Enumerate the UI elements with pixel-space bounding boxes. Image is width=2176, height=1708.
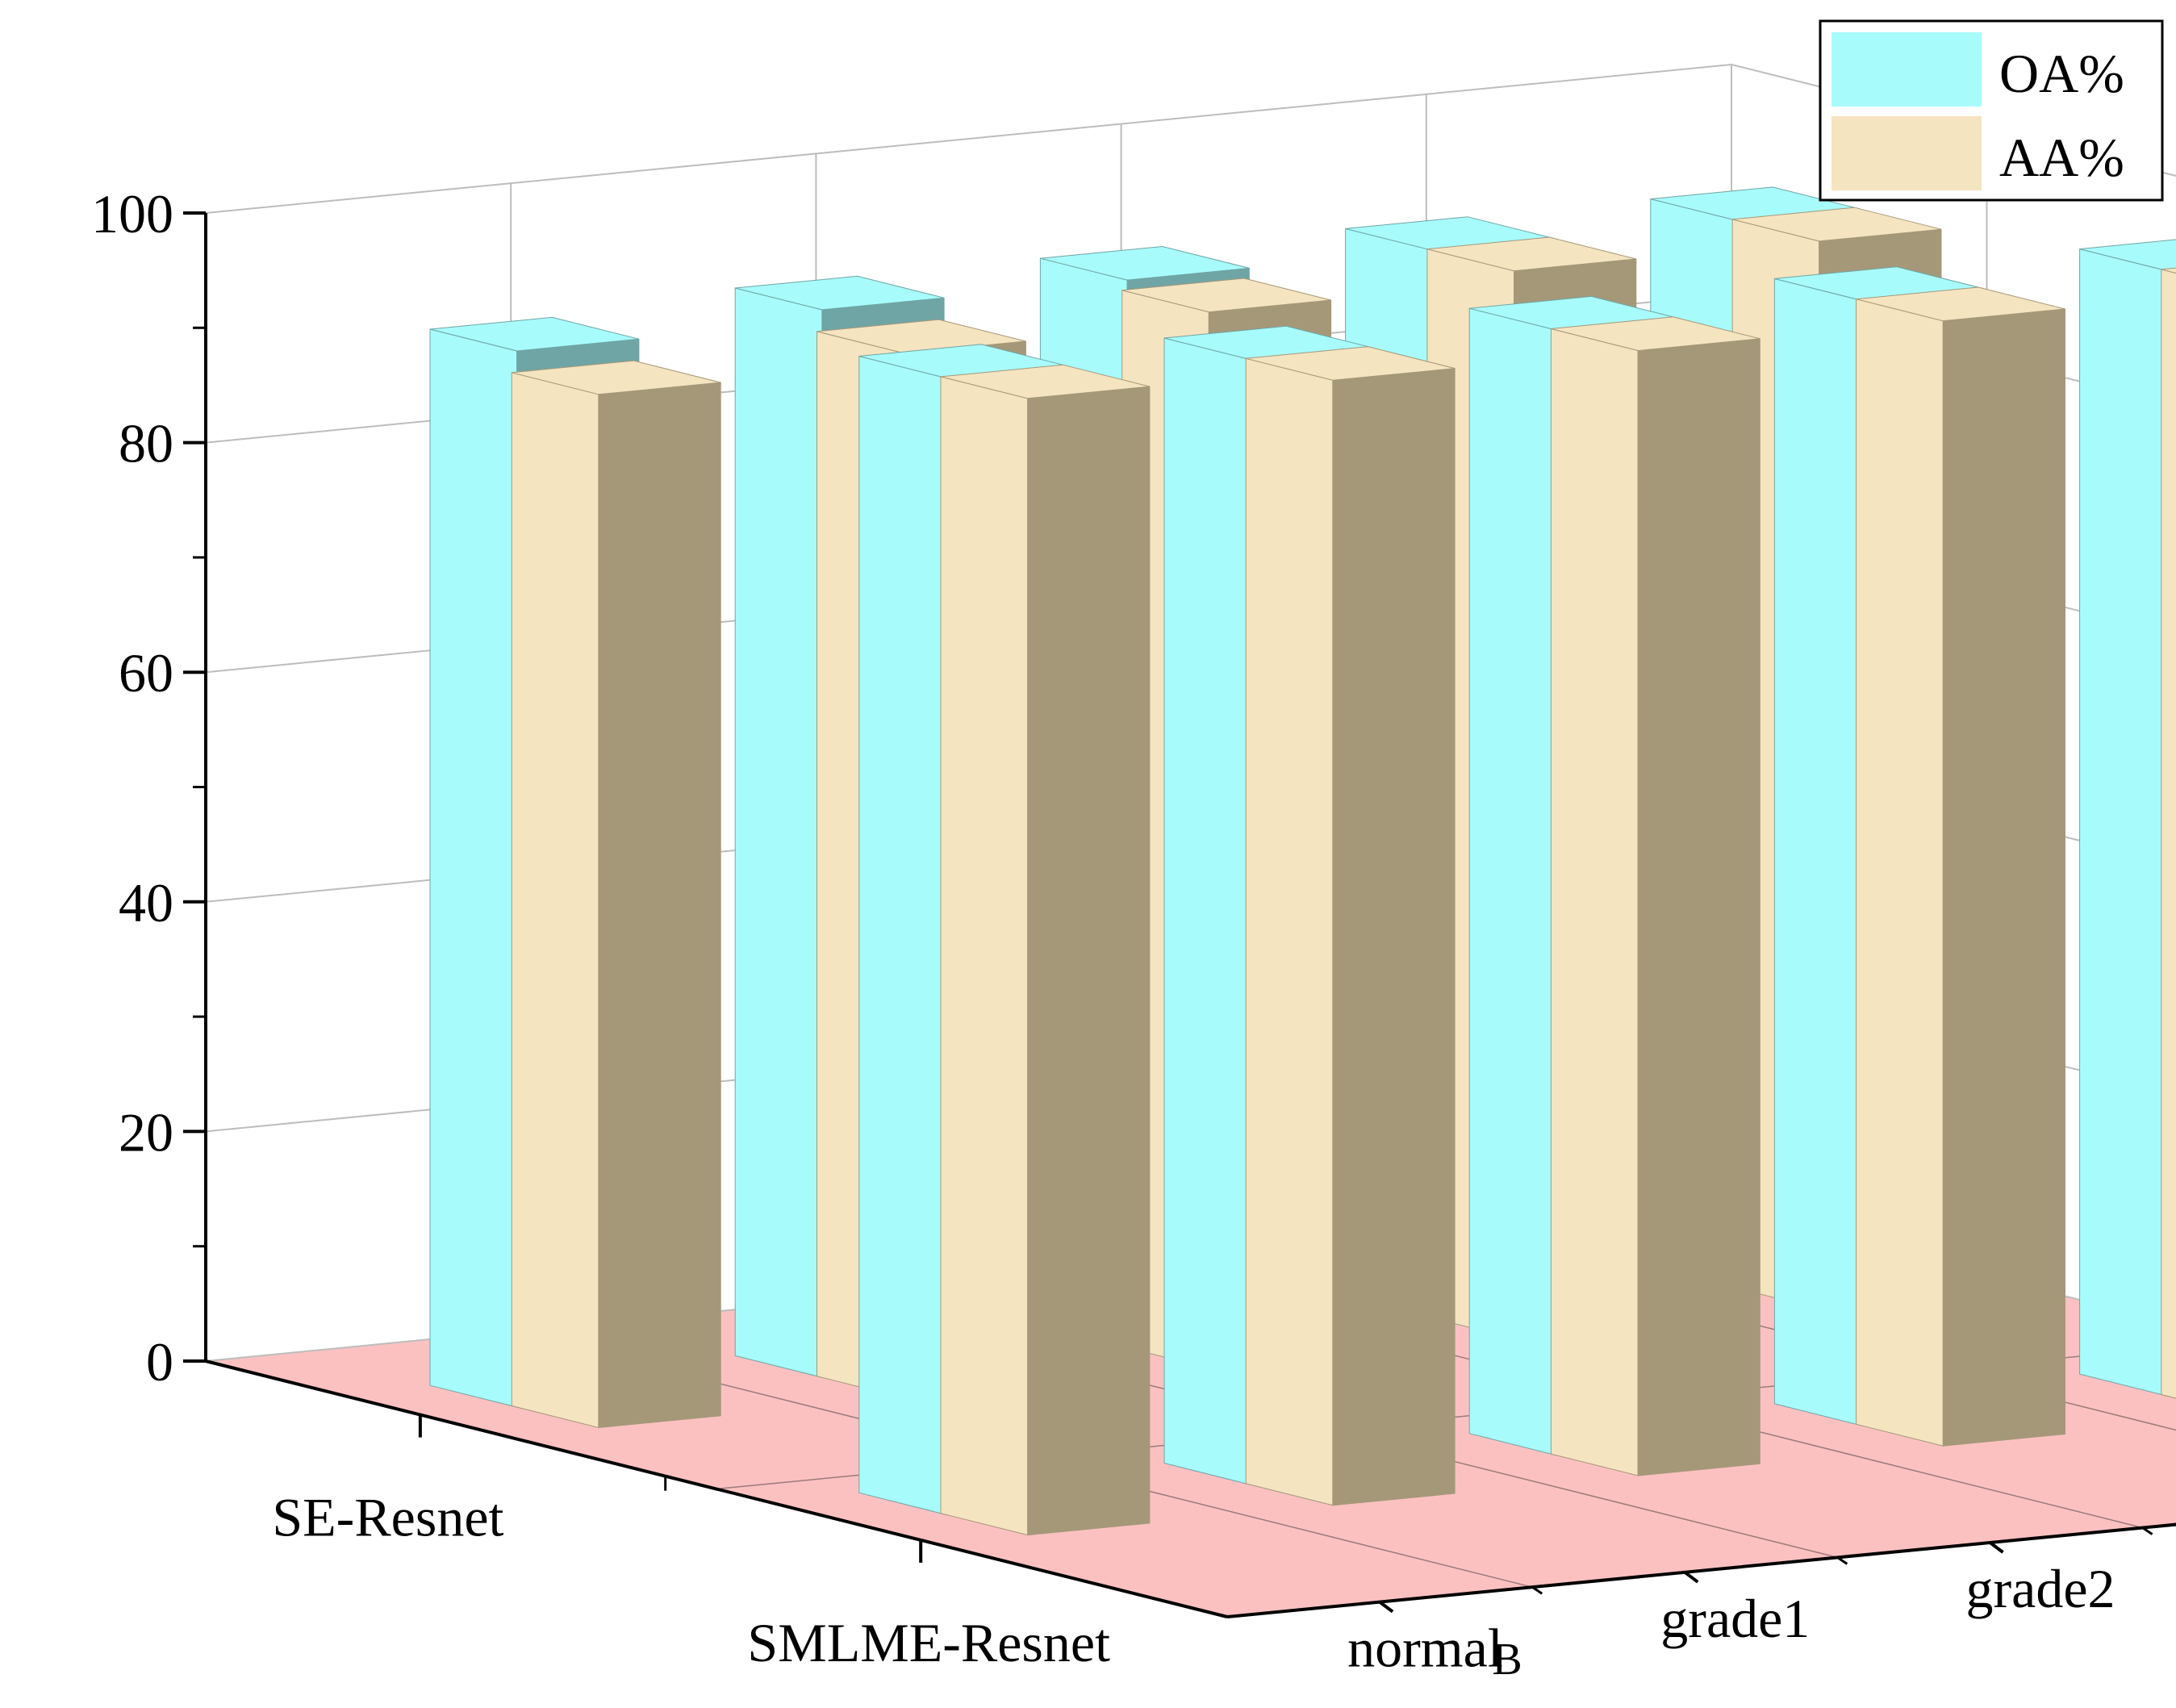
bar-smlme-resnet-grade3-aa <box>1856 286 2065 1447</box>
x-tick-label-1: SMLME-Resnet <box>747 1612 1110 1673</box>
bar-smlme-resnet-grade4-aa <box>2161 267 2176 1399</box>
z-tick-label-0: 0 <box>146 1331 173 1393</box>
bar-smlme-resnet-normal-aa-top <box>940 364 1151 399</box>
bar-smlme-resnet-grade4-oa-top <box>2079 239 2176 272</box>
labels-layer: 0 20 40 60 80 100 SE-Resnet SMLME-Resnet normal g… <box>91 183 2115 1685</box>
bar-se-resnet-normal-aa-side <box>598 382 721 1429</box>
axes-layer <box>183 211 2176 1618</box>
z-tick-label-1: 20 <box>119 1101 173 1163</box>
y-axis-title: B <box>1492 1635 1522 1685</box>
bar-se-resnet-grade2-oa-top <box>1040 245 1250 281</box>
x-tick-label-0: SE-Resnet <box>272 1487 503 1548</box>
bar-smlme-resnet-grade2-aa-front <box>1550 328 1639 1476</box>
z-tick-label-4: 80 <box>119 413 173 474</box>
bar-se-resnet-normal-aa-front <box>511 372 599 1429</box>
bar-smlme-resnet-grade4-aa-top <box>2161 267 2176 274</box>
bar-smlme-resnet-grade2-oa-front <box>1468 307 1557 1456</box>
bar-se-resnet-grade1-oa-front <box>734 287 823 1378</box>
bar-smlme-resnet-normal-aa-side <box>1027 386 1151 1536</box>
bar-smlme-resnet-grade1-oa-front <box>1163 337 1252 1486</box>
bar-se-resnet-grade4-aa-top <box>1731 207 1942 242</box>
y-tick-1 <box>1684 1571 1699 1584</box>
bar-se-resnet-grade2-aa-top <box>1121 278 1331 313</box>
y-minor-tick-2 <box>1836 1556 1848 1565</box>
bar-smlme-resnet-grade1-aa <box>1245 346 1456 1506</box>
z-tick-label-3: 60 <box>119 642 173 704</box>
bar-smlme-resnet-normal-aa-front <box>940 376 1029 1536</box>
y-minor-tick-1 <box>1531 1585 1543 1595</box>
bar-smlme-resnet-grade3-aa-side <box>1942 308 2065 1447</box>
bar-smlme-resnet-grade4-aa-front <box>2161 269 2176 1399</box>
bar-smlme-resnet-grade2-aa-top <box>1551 316 1760 352</box>
bar-se-resnet-normal-aa <box>511 360 721 1429</box>
bar-smlme-resnet-grade2-aa <box>1550 316 1760 1476</box>
y-tick-2 <box>1989 1541 2004 1554</box>
bar-smlme-resnet-normal-oa-front <box>858 355 946 1515</box>
bar-smlme-resnet-grade1-aa-side <box>1332 368 1456 1506</box>
legend-label-aa: AA% <box>1999 127 2124 188</box>
x-axis-line <box>205 1359 1228 1618</box>
z-tick-label-5: 100 <box>91 183 173 244</box>
legend: OA% AA% <box>1819 19 2164 202</box>
bars-layer <box>429 186 2176 1536</box>
legend-swatch-oa <box>1831 32 1982 106</box>
bar-smlme-resnet-grade1-aa-front <box>1245 357 1334 1506</box>
bar-se-resnet-grade3-aa-top <box>1426 236 1636 272</box>
z-tick-label-2: 40 <box>119 872 173 933</box>
bar-smlme-resnet-grade4-oa-front <box>2079 248 2167 1397</box>
y-tick-label-1: grade1 <box>1660 1588 1810 1649</box>
y-tick-label-2: grade2 <box>1966 1558 2115 1619</box>
y-tick-0 <box>1378 1600 1394 1614</box>
bar-se-resnet-normal-aa-top <box>512 360 721 395</box>
legend-swatch-aa <box>1831 116 1982 190</box>
bar-se-resnet-grade1-oa-top <box>735 275 945 311</box>
legend-label-oa: OA% <box>1999 43 2124 104</box>
bar-se-resnet-normal-oa-front <box>429 328 518 1408</box>
y-tick-label-0: normal <box>1347 1618 1503 1679</box>
bar-se-resnet-normal-oa-top <box>429 316 640 352</box>
bar-smlme-resnet-grade3-oa-front <box>1773 278 1862 1426</box>
y-minor-tick-3 <box>2141 1526 2153 1535</box>
bar-smlme-resnet-grade1-aa-top <box>1246 346 1456 381</box>
bar-smlme-resnet-grade3-aa-top <box>1856 286 2065 322</box>
bar-smlme-resnet-normal-aa <box>940 364 1151 1536</box>
bar-smlme-resnet-grade2-aa-side <box>1637 338 1760 1476</box>
bar-smlme-resnet-grade3-aa-front <box>1856 299 1944 1447</box>
